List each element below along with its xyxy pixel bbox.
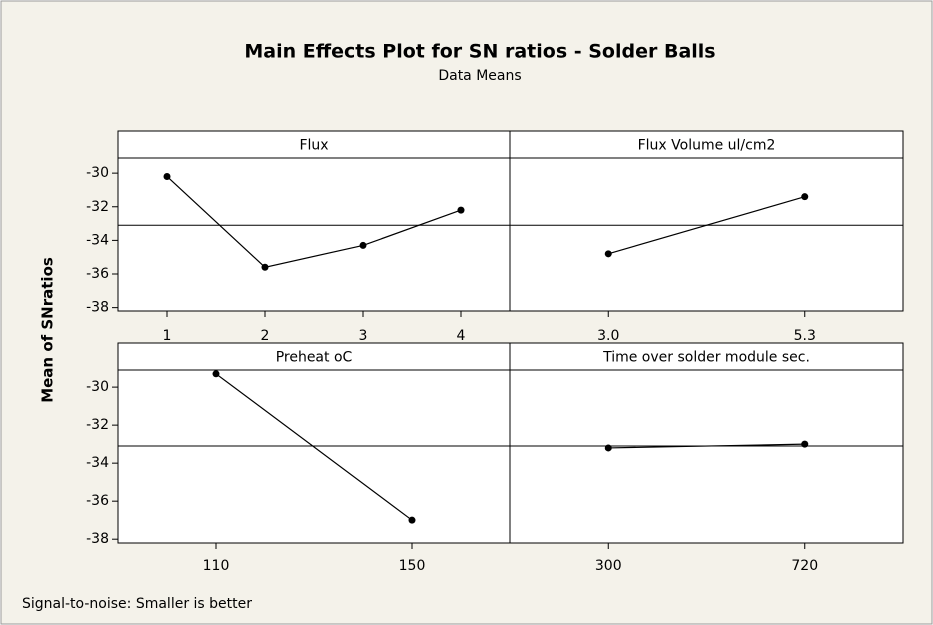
x-tick-label: 5.3 (794, 328, 816, 344)
point (604, 444, 612, 452)
chart-subtitle: Data Means (438, 68, 521, 84)
y-tick-label: -36 (86, 493, 109, 509)
point (604, 250, 612, 258)
effect-line (608, 196, 805, 255)
point (801, 440, 809, 448)
panel (509, 342, 904, 544)
panel-header (117, 342, 511, 371)
x-tick-label: 300 (595, 558, 622, 574)
y-axis-label: Mean of SNratios (39, 257, 57, 403)
y-tick-label: -38 (86, 300, 109, 316)
effect-line (215, 373, 413, 521)
y-tick-label: -32 (86, 417, 109, 433)
x-tick-label: 3 (359, 328, 368, 344)
point (261, 263, 269, 271)
panel (117, 342, 511, 544)
x-tick-label: 3.0 (597, 328, 619, 344)
panel-title: Preheat oC (276, 350, 353, 366)
y-tick-label: -38 (86, 531, 109, 547)
panel-title: Time over solder module sec. (602, 350, 810, 366)
x-tick-label: 720 (791, 558, 818, 574)
chart-title: Main Effects Plot for SN ratios - Solder… (244, 41, 715, 63)
y-tick-label: -32 (86, 199, 109, 215)
footnote: Signal-to-noise: Smaller is better (22, 596, 252, 612)
point (163, 172, 171, 180)
panel-header (117, 130, 511, 159)
point (408, 516, 416, 524)
point (457, 206, 465, 214)
x-tick-label: 150 (399, 558, 426, 574)
x-tick-label: 4 (457, 328, 466, 344)
y-tick-label: -34 (86, 232, 109, 248)
x-tick-label: 110 (203, 558, 230, 574)
y-tick-label: -30 (86, 379, 109, 395)
effect-line (608, 443, 805, 449)
panel-header (509, 130, 904, 159)
point (212, 370, 220, 378)
point (801, 193, 809, 201)
point (359, 241, 367, 249)
effect-line (166, 176, 462, 268)
x-tick-label: 2 (261, 328, 270, 344)
panel-title: Flux Volume ul/cm2 (638, 138, 776, 154)
panel-header (509, 342, 904, 371)
panel-title: Flux (299, 138, 328, 154)
x-tick-label: 1 (163, 328, 172, 344)
y-tick-label: -34 (86, 455, 109, 471)
panel (509, 130, 904, 312)
y-tick-label: -36 (86, 266, 109, 282)
y-tick-label: -30 (86, 165, 109, 181)
panel (117, 130, 511, 312)
